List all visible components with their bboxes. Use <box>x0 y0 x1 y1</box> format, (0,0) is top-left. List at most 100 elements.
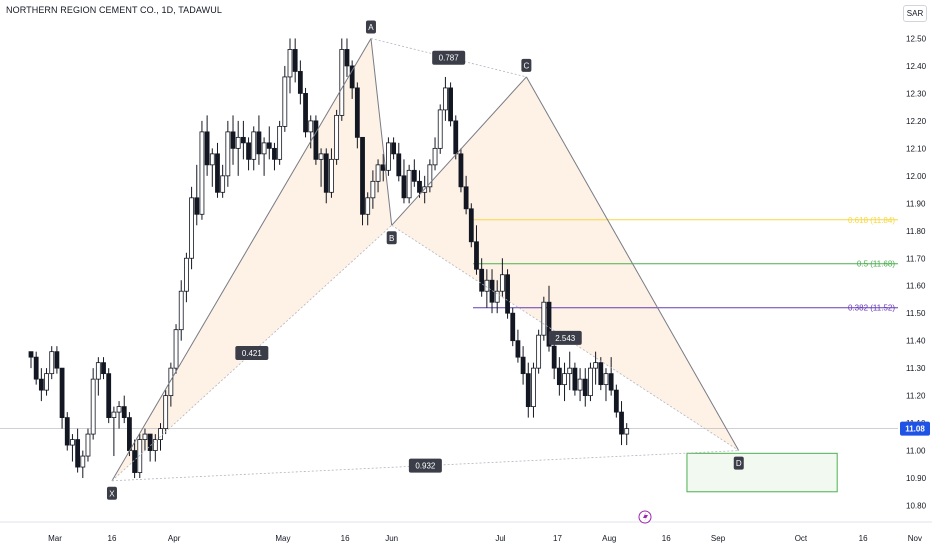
ratio-label: 0.787 <box>432 50 466 65</box>
candle-body <box>90 378 96 435</box>
candle-body <box>292 49 298 72</box>
candle <box>401 159 407 204</box>
candle <box>85 428 91 462</box>
candle <box>116 401 122 429</box>
candle-body <box>75 439 81 468</box>
candle <box>235 120 241 176</box>
candle <box>303 87 308 138</box>
candle-body <box>489 279 495 303</box>
candle-body <box>556 367 562 386</box>
last-price-text: 11.08 <box>905 425 925 434</box>
candle <box>178 280 184 341</box>
candle-body <box>168 367 174 397</box>
candle <box>577 368 583 402</box>
candle-body <box>505 274 510 314</box>
candle <box>163 390 169 435</box>
candle-body <box>593 362 599 369</box>
pattern-point-label: C <box>523 61 529 70</box>
candle <box>354 82 360 149</box>
candle-body <box>349 65 355 89</box>
candle-body <box>613 389 619 413</box>
candle-body <box>261 142 267 155</box>
candle <box>318 148 324 187</box>
candle <box>272 142 277 171</box>
candle-body <box>44 373 49 391</box>
candle <box>287 38 293 94</box>
candle-body <box>173 329 179 369</box>
candle <box>106 368 112 424</box>
candle-body <box>272 147 277 160</box>
pattern-leg-XA <box>111 38 372 482</box>
candle <box>360 136 365 226</box>
candle-body <box>582 378 588 397</box>
candle <box>251 126 257 171</box>
candle <box>297 60 303 105</box>
candle-body <box>163 395 169 429</box>
candle <box>432 137 438 171</box>
candle <box>54 346 60 374</box>
candle <box>427 159 433 193</box>
candle <box>313 115 319 165</box>
pattern-point-bg <box>365 20 376 34</box>
candle <box>277 120 283 165</box>
candle-body <box>624 428 630 435</box>
candle-body <box>266 142 272 149</box>
candle-body <box>256 131 262 155</box>
candle <box>152 434 158 462</box>
candle-body <box>147 433 153 451</box>
candle-body <box>334 114 340 160</box>
chart-title: NORTHERN REGION CEMENT CO., 1D, TADAWUL <box>6 5 222 15</box>
candle <box>344 38 350 77</box>
candle-body <box>127 417 132 451</box>
candle <box>121 395 127 424</box>
pattern-point-bg <box>386 231 397 245</box>
y-tick-label: 12.00 <box>906 172 927 181</box>
y-tick-label: 11.90 <box>906 199 926 208</box>
ratio-label: 0.421 <box>235 346 269 361</box>
candle-body <box>59 367 65 419</box>
candle <box>499 258 505 297</box>
candle <box>329 148 334 198</box>
candle-body <box>474 241 479 270</box>
candle <box>101 357 106 380</box>
fib-level-label: 0.5 (11.68) <box>857 260 895 269</box>
candle-body <box>484 279 490 292</box>
y-tick-label: 11.80 <box>906 227 926 236</box>
pattern-diagonal-BD <box>391 224 739 451</box>
y-tick-label: 12.50 <box>906 34 927 43</box>
candle <box>582 368 588 407</box>
candle <box>453 115 459 160</box>
candle <box>59 367 65 429</box>
candle <box>442 76 448 121</box>
candle <box>494 280 500 314</box>
candle-body <box>536 334 542 369</box>
candle <box>520 346 526 385</box>
candle <box>613 384 619 418</box>
ratio-label: 2.543 <box>548 330 582 345</box>
y-tick-label: 11.50 <box>906 309 926 318</box>
y-tick-label: 11.40 <box>906 337 926 346</box>
pattern-point-label: D <box>736 459 742 468</box>
candle-body <box>406 169 412 199</box>
target-zone-box <box>686 452 838 493</box>
y-tick-label: 10.90 <box>906 474 927 483</box>
candle-body <box>158 428 163 440</box>
candle <box>603 368 609 402</box>
ratio-label-bg <box>432 50 466 65</box>
candle <box>199 120 205 220</box>
candle <box>70 434 75 462</box>
candle-body <box>525 373 531 408</box>
candle-body <box>453 120 459 155</box>
candle <box>624 423 630 446</box>
candle-body <box>365 197 371 215</box>
candle <box>437 104 443 154</box>
last-price-badge: 11.08 <box>900 421 930 436</box>
candle <box>567 351 573 391</box>
candle-body <box>603 373 609 386</box>
candle-body <box>494 290 500 303</box>
currency-badge[interactable]: SAR <box>903 5 927 22</box>
pattern-point-b: B <box>386 231 397 245</box>
candle-body <box>225 131 231 177</box>
candle-body <box>33 356 39 380</box>
